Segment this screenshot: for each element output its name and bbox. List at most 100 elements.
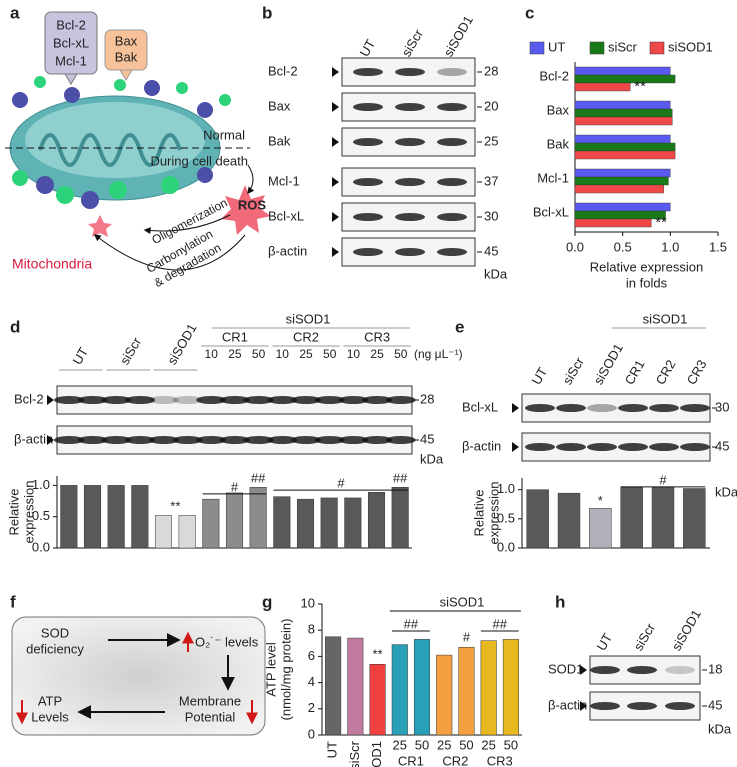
band [395,103,425,111]
x-tick-label: 0.5 [614,239,632,254]
label: 25 [370,347,384,361]
band [437,138,467,146]
label: Bcl-2 [56,17,86,32]
band [101,396,132,404]
y-tick-label: Bax [547,102,570,117]
band [353,68,383,76]
label: (ng μL⁻¹) [414,347,463,361]
legend-label: siScr [608,39,638,54]
lane-label: siScr [117,334,145,367]
x-tick-label: siScr [347,740,362,767]
band [314,436,345,444]
label: Bak [115,49,138,64]
band [525,443,555,451]
band [172,396,203,404]
bar [178,515,196,549]
bar [436,654,453,736]
label: 50 [394,347,408,361]
band [353,213,383,221]
label: 10 [347,347,361,361]
annotation: ** [634,78,646,95]
kda-label: 45 [708,697,722,712]
y-axis-label: Relative [471,490,486,537]
annotation: ## [251,471,266,486]
bar [296,498,315,549]
lane-label: UT [357,37,379,60]
label: CR1 [222,329,248,344]
panel-label: a [10,3,20,22]
annotation: # [659,472,667,487]
kda-label: 28 [484,63,498,78]
bar [480,640,497,736]
bar [131,485,149,549]
band [649,443,679,451]
bar [344,497,362,549]
lane-label: siScr [399,26,427,59]
kda-label: 45 [715,438,729,453]
bar [574,134,671,144]
band [338,436,369,444]
band [148,436,179,444]
bar [574,116,673,126]
group-label: CR1 [398,753,424,767]
y-tick-label: Bak [547,136,570,151]
annotation: ## [404,616,419,631]
y-tick-label: 0.0 [32,539,50,554]
y-axis-label: Relative [6,489,21,536]
band [556,443,586,451]
annotation: # [463,629,471,644]
kda-label: 30 [715,399,729,414]
row-label: SOD1 [548,661,583,676]
marker-arrow [332,212,339,222]
kda-label: 30 [484,208,498,223]
band [362,436,393,444]
marker-arrow [332,177,339,187]
band [148,396,179,404]
marker-arrow [332,102,339,112]
annotation: # [231,479,239,494]
x-tick-label: UT [325,741,340,758]
bar [367,492,386,549]
group-label: CR2 [442,753,468,767]
x-tick-label: 0.0 [566,239,584,254]
label: CR2 [293,329,319,344]
x-tick-label: 25 [437,737,451,752]
label: kDa [708,721,732,736]
label: CR3 [364,329,390,344]
label: Mitochondria [12,256,92,272]
label: kDa [484,266,508,281]
panel-label: b [262,3,272,22]
x-axis-label: Relative expression [590,259,703,274]
band [395,248,425,256]
y-tick-label: 0.0 [497,539,515,554]
label: O₂˙⁻ levels [195,634,259,649]
band [77,396,108,404]
band [627,702,657,710]
y-tick-label: 10 [301,595,315,610]
lane-label: CR3 [684,357,710,387]
band [172,436,203,444]
bar [574,100,671,110]
legend-label: UT [548,39,565,54]
marker-arrow [47,435,54,445]
panel-label: f [10,592,16,611]
bar [557,492,581,549]
band [54,436,84,444]
band [587,443,617,451]
y-tick-label: 4 [308,674,315,689]
marker-arrow [512,442,519,452]
label: During cell death [150,153,248,168]
band [618,404,648,412]
y-tick-label: Bcl-2 [539,68,569,83]
band [219,396,250,404]
group-title: siSOD1 [440,594,485,609]
band [680,404,710,412]
band [665,702,695,710]
band [353,103,383,111]
x-tick-label: 25 [481,737,495,752]
label: 50 [252,347,266,361]
annotation: ** [372,647,382,662]
row-label: Bcl-2 [268,63,298,78]
